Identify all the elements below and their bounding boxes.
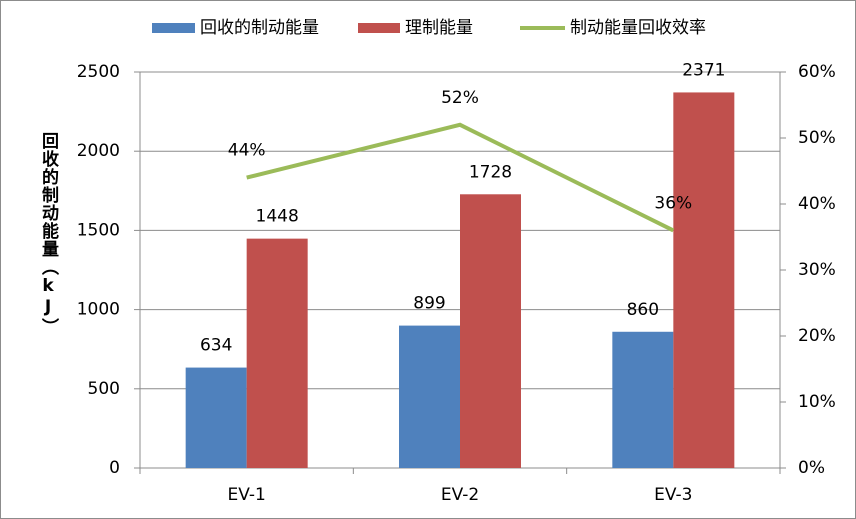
bar bbox=[673, 92, 735, 469]
y2-tick-label: 10% bbox=[798, 392, 836, 412]
y2-tick-label: 0% bbox=[798, 458, 825, 478]
data-label: 44% bbox=[228, 141, 266, 161]
data-label: 36% bbox=[654, 193, 692, 213]
data-label: 2371 bbox=[682, 60, 725, 80]
y2-tick-label: 40% bbox=[798, 194, 836, 214]
bar bbox=[612, 331, 674, 468]
x-tick-label: EV-3 bbox=[654, 485, 692, 505]
legend-label: 理制能量 bbox=[405, 18, 473, 38]
line-series bbox=[246, 122, 675, 233]
x-tick-label: EV-1 bbox=[228, 485, 266, 505]
data-label: 52% bbox=[441, 88, 479, 108]
y2-tick-label: 50% bbox=[798, 128, 836, 148]
y2-tick-label: 30% bbox=[798, 260, 836, 280]
data-label: 860 bbox=[627, 300, 659, 320]
y-tick-label: 2000 bbox=[77, 141, 120, 161]
y-axis-title: 回收的制动能量（kJ） bbox=[38, 132, 59, 336]
legend-swatch bbox=[358, 23, 400, 33]
y-tick-label: 1000 bbox=[77, 300, 120, 320]
legend-label: 回收的制动能量 bbox=[200, 18, 319, 38]
y2-tick-label: 60% bbox=[798, 62, 836, 82]
y-tick-label: 1500 bbox=[77, 220, 120, 240]
y-tick-label: 500 bbox=[88, 379, 120, 399]
legend-swatch bbox=[152, 23, 195, 33]
data-label: 1728 bbox=[469, 162, 512, 182]
bar bbox=[399, 325, 460, 468]
y-tick-label: 0 bbox=[109, 458, 120, 478]
x-tick-label: EV-2 bbox=[441, 485, 479, 505]
bar bbox=[460, 194, 521, 469]
legend-label: 制动能量回收效率 bbox=[570, 18, 706, 38]
y2-tick-label: 20% bbox=[798, 326, 836, 346]
bar bbox=[246, 238, 308, 468]
y-tick-label: 2500 bbox=[77, 62, 120, 82]
data-label: 634 bbox=[200, 336, 232, 356]
data-label: 1448 bbox=[256, 207, 299, 227]
data-label: 899 bbox=[413, 294, 445, 314]
bar bbox=[185, 367, 247, 468]
